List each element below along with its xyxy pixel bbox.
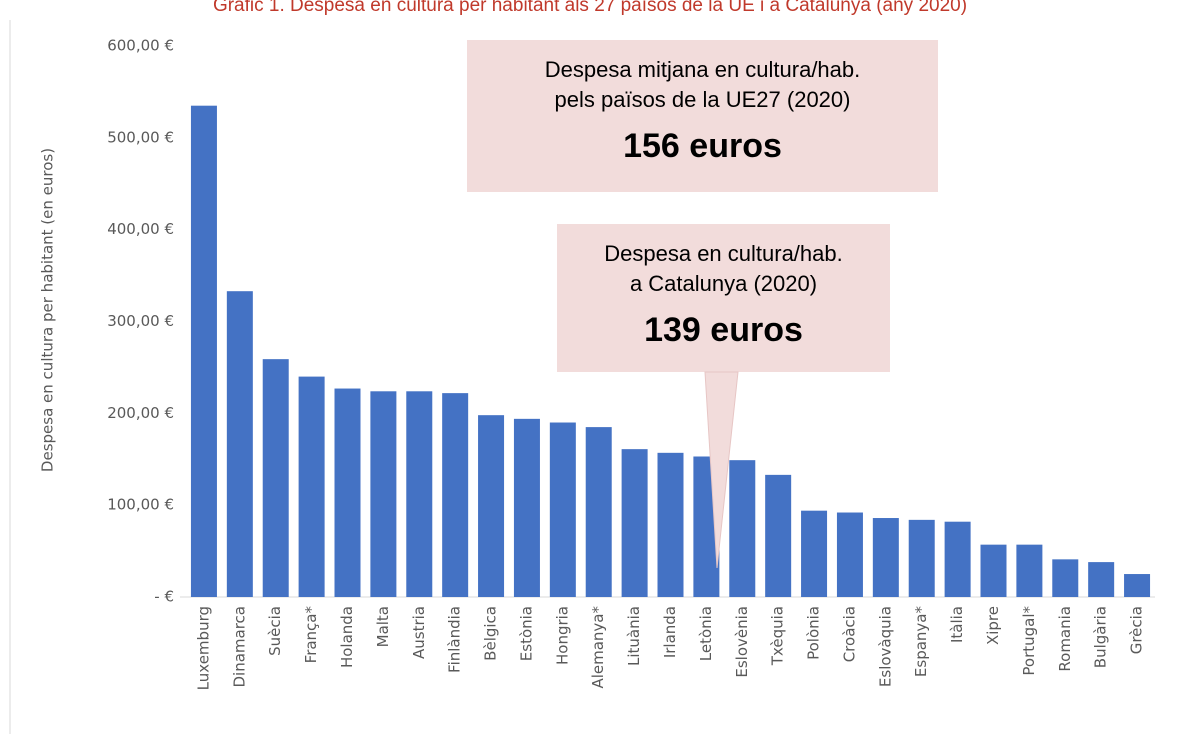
bar	[549, 422, 576, 597]
bar	[585, 427, 612, 597]
bar	[872, 518, 899, 597]
bar	[190, 105, 217, 598]
bar	[1016, 544, 1043, 597]
bar	[226, 291, 253, 597]
x-tick-label: Xipre	[984, 606, 1002, 645]
annotation-text: Despesa en cultura/hab.	[604, 241, 843, 266]
bar	[944, 521, 971, 597]
x-tick-label: Estònia	[517, 606, 535, 661]
x-tick-label: Finlàndia	[446, 606, 464, 673]
annotation-text: pels països de la UE27 (2020)	[555, 87, 851, 112]
bar	[908, 519, 935, 597]
x-tick-label: Luxemburg	[194, 606, 212, 690]
x-tick-label: Hongria	[553, 606, 571, 665]
x-tick-label: Irlanda	[661, 606, 679, 658]
annotation-text: a Catalunya (2020)	[630, 271, 817, 296]
chart-title: Gràfic 1. Despesa en cultura per habitan…	[213, 0, 967, 16]
y-tick-label: 200,00 €	[107, 404, 174, 422]
y-tick-label: - €	[154, 588, 174, 606]
annotation-text: Despesa mitjana en cultura/hab.	[545, 57, 861, 82]
x-tick-label: Suècia	[266, 606, 284, 656]
y-tick-label: 300,00 €	[107, 312, 174, 330]
bar	[262, 359, 289, 597]
x-tick-label: Croàcia	[840, 606, 858, 662]
x-tick-label: Bulgària	[1092, 606, 1110, 668]
x-tick-label: Holanda	[338, 606, 356, 668]
bar	[980, 544, 1007, 597]
y-tick-label: 600,00 €	[107, 37, 174, 55]
y-axis-title: Despesa en cultura per habitant (en euro…	[39, 148, 57, 472]
bar	[836, 512, 863, 597]
bar	[334, 388, 361, 597]
x-tick-label: Bèlgica	[482, 606, 500, 661]
annotation-highlight: 139 euros	[644, 311, 803, 349]
bar	[1052, 559, 1079, 597]
y-tick-label: 100,00 €	[107, 496, 174, 514]
x-tick-label: Romania	[1056, 606, 1074, 672]
x-tick-label: Alemanya*	[589, 606, 607, 689]
x-tick-label: Espanya*	[912, 606, 930, 678]
x-tick-label: Austria	[410, 606, 428, 659]
bar	[406, 391, 433, 597]
bar	[478, 415, 505, 597]
x-tick-label: Lituània	[625, 606, 643, 666]
bar	[801, 510, 828, 597]
x-tick-label: Txèquia	[769, 606, 787, 666]
x-tick-label: Grècia	[1128, 606, 1146, 654]
bar	[370, 391, 397, 597]
x-tick-label: Letònia	[697, 606, 715, 661]
x-tick-label: França*	[302, 606, 320, 664]
bar	[298, 376, 325, 597]
bar	[621, 449, 648, 597]
annotation-box	[557, 224, 890, 372]
bar	[765, 474, 792, 597]
bar	[657, 452, 684, 597]
bar	[729, 460, 756, 597]
bar	[442, 393, 469, 597]
x-tick-label: Dinamarca	[230, 606, 248, 688]
x-tick-label: Eslovàquia	[876, 606, 894, 687]
bar	[1088, 562, 1115, 597]
x-tick-label: Eslovènia	[733, 606, 751, 678]
y-tick-label: 400,00 €	[107, 220, 174, 238]
x-tick-label: Malta	[374, 606, 392, 647]
x-tick-label: Portugal*	[1020, 606, 1038, 676]
annotation-pointer	[704, 371, 739, 569]
bar	[1124, 574, 1151, 597]
annotation-highlight: 156 euros	[623, 127, 782, 165]
x-tick-label: Polònia	[805, 606, 823, 660]
x-tick-label: Itàlia	[948, 606, 966, 643]
y-tick-label: 500,00 €	[107, 128, 174, 146]
bar	[513, 418, 540, 597]
annotation-box	[467, 40, 938, 192]
